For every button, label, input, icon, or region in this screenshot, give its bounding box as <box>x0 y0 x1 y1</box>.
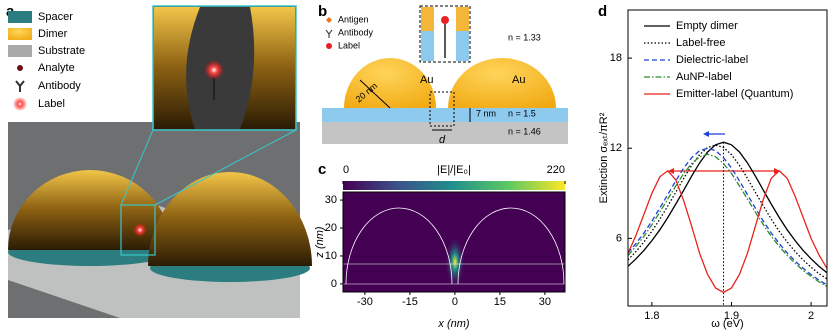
swatch <box>325 29 333 38</box>
zoom-line <box>154 129 297 206</box>
y-tick-label: 20 <box>325 222 337 234</box>
swatch <box>17 65 23 71</box>
label-glow <box>133 223 147 237</box>
x-axis-label: x (nm) <box>437 318 470 330</box>
x-tick-label: 0 <box>452 296 458 308</box>
legend-label: Antibody <box>338 27 374 37</box>
panel-b: b Au Au 20 nm 7 nm d n = 1.33 n = 1.5 n … <box>318 3 568 146</box>
legend: Antigen Antibody Label <box>325 14 374 50</box>
axes-frame <box>627 9 828 307</box>
inset-dimer <box>154 7 200 129</box>
inset-au <box>456 7 469 31</box>
legend-label: Antigen <box>338 14 369 24</box>
colorbar-tick-label: 220 <box>547 164 565 176</box>
axes-frame <box>342 191 566 293</box>
legend: Spacer Dimer Substrate Analyte Antibody … <box>8 11 85 111</box>
arrow-head <box>703 131 709 137</box>
series-line <box>627 141 828 274</box>
colorbar-title: |E|/|E₀| <box>437 164 471 176</box>
y-tick-label: 6 <box>616 232 622 244</box>
n-label: n = 1.46 <box>508 126 541 136</box>
swatch <box>8 28 32 40</box>
series-line <box>627 153 828 288</box>
hemisphere <box>148 172 312 266</box>
x-tick-label: -15 <box>402 296 418 308</box>
inset-spacer <box>421 31 434 61</box>
y-tick-label: 0 <box>331 278 337 290</box>
hotspot <box>445 236 465 288</box>
x-tick-label: 1.9 <box>724 310 739 322</box>
au-particle <box>448 58 556 108</box>
au-particle <box>344 58 436 108</box>
y-tick-label: 30 <box>325 194 337 206</box>
substrate <box>322 122 568 144</box>
au-label: Au <box>420 74 433 86</box>
y-axis-label: Extinction σₑₓₜ/πR² <box>598 112 610 203</box>
colorbar-tick-label: 0 <box>343 164 349 176</box>
y-axis-label: z (nm) <box>314 226 326 259</box>
n-label: n = 1.33 <box>508 32 541 42</box>
legend-label: Dielectric-label <box>676 54 748 66</box>
x-tick-label: 15 <box>494 296 506 308</box>
zoom-box <box>120 204 156 256</box>
colorbar <box>343 181 565 190</box>
radius-line <box>359 79 391 109</box>
swatch <box>8 11 32 23</box>
panel-label: d <box>598 3 607 20</box>
x-tick-label: 30 <box>539 296 551 308</box>
legend-label: Empty dimer <box>676 20 738 32</box>
swatch <box>326 17 332 23</box>
legend-label: AuNP-label <box>676 71 732 83</box>
series-line <box>627 147 828 286</box>
inset-au <box>421 7 434 31</box>
panel-a: a Spacer Dimer Substrate Analyte Antibod… <box>6 3 312 318</box>
legend-label: Spacer <box>38 11 73 23</box>
y-tick-label: 12 <box>610 142 622 154</box>
inset-label <box>204 60 224 80</box>
legend-label: Label-free <box>676 37 726 49</box>
series-line <box>627 169 828 294</box>
zoom-box <box>429 91 455 127</box>
swatch <box>13 97 27 111</box>
inset-spacer <box>456 31 469 61</box>
legend-label: Substrate <box>38 45 85 57</box>
swatch <box>8 45 32 57</box>
x-tick-label: 1.8 <box>644 310 659 322</box>
particle-outline <box>345 207 565 285</box>
spacer <box>322 108 568 122</box>
n-label: n = 1.5 <box>508 108 536 118</box>
legend-label: Label <box>338 40 360 50</box>
legend-label: Emitter-label (Quantum) <box>676 88 793 100</box>
zoom-line <box>120 129 154 206</box>
hemisphere <box>8 170 172 250</box>
y-tick-label: 10 <box>325 250 337 262</box>
legend-label: Dimer <box>38 28 68 40</box>
x-tick-label: 2 <box>808 310 814 322</box>
panel-c-field <box>343 181 565 292</box>
legend-label: Analyte <box>38 62 75 74</box>
inset-dimer <box>240 7 295 129</box>
spacer-label: 7 nm <box>476 108 496 118</box>
legend-label: Label <box>38 98 65 110</box>
x-tick-label: -30 <box>357 296 373 308</box>
inset-label <box>441 16 449 24</box>
swatch <box>326 43 332 49</box>
legend-label: Antibody <box>38 80 81 92</box>
y-tick-label: 18 <box>610 52 622 64</box>
panel-label: c <box>318 161 326 178</box>
panel-label: b <box>318 3 327 20</box>
swatch <box>15 80 25 92</box>
x-axis-label: ω (eV) <box>711 318 743 330</box>
au-label: Au <box>512 74 525 86</box>
gap-label: d <box>439 134 446 146</box>
